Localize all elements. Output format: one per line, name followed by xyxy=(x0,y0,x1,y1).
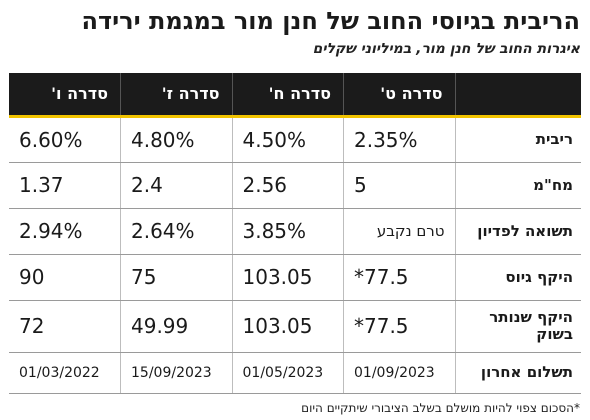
cell-value: 4.80% xyxy=(120,116,233,163)
cell-value: 90 xyxy=(9,254,121,301)
row-label: היקף גיוס xyxy=(455,254,581,301)
cell-value: *77.5 xyxy=(343,254,456,301)
cell-value: 15/09/2023 xyxy=(120,352,233,394)
table-row-remaining: היקף שנותר בשוק *77.5 103.05 49.99 72 xyxy=(9,300,581,353)
cell-value: 3.85% xyxy=(232,208,344,255)
header-series-v: סדרה ו' xyxy=(9,73,121,118)
cell-value: 103.05 xyxy=(232,300,344,353)
cell-value: 2.35% xyxy=(343,116,456,163)
page-title: הריבית בגיוסי החוב של חנן מור במגמת יריד… xyxy=(81,7,580,35)
cell-value: 1.37 xyxy=(9,162,121,209)
row-label: תשלום אחרון xyxy=(455,352,581,394)
row-label: ריבית xyxy=(455,116,581,163)
table-row-yield: תשואה לפדיון טרם נקבע 3.85% 2.64% 2.94% xyxy=(9,208,581,255)
page-subtitle: איגרות החוב של חנן מור, במיליוני שקלים xyxy=(312,41,580,57)
table-row-raised: היקף גיוס *77.5 103.05 75 90 xyxy=(9,254,581,301)
cell-value: 103.05 xyxy=(232,254,344,301)
cell-value: 2.4 xyxy=(120,162,233,209)
cell-value: 2.64% xyxy=(120,208,233,255)
header-series-z: סדרה ז' xyxy=(120,73,233,118)
cell-value: 4.50% xyxy=(232,116,344,163)
table-row-duration: מח"מ 5 2.56 2.4 1.37 xyxy=(9,162,581,209)
header-label-column xyxy=(455,73,581,118)
cell-value: 01/05/2023 xyxy=(232,352,344,394)
cell-value: 2.94% xyxy=(9,208,121,255)
row-label: תשואה לפדיון xyxy=(455,208,581,255)
cell-value: 2.56 xyxy=(232,162,344,209)
table-row-last-payment: תשלום אחרון 01/09/2023 01/05/2023 15/09/… xyxy=(9,352,581,394)
row-label: מח"מ xyxy=(455,162,581,209)
header-series-t: סדרה ט' xyxy=(343,73,456,118)
bond-series-table: סדרה ט' סדרה ח' סדרה ז' סדרה ו' ריבית 2.… xyxy=(9,73,581,394)
footnote: *הסכום צפוי להיות מושלם בשלב הציבורי שית… xyxy=(301,401,580,415)
cell-value: 5 xyxy=(343,162,456,209)
table-header-row: סדרה ט' סדרה ח' סדרה ז' סדרה ו' xyxy=(9,73,581,118)
header-series-h: סדרה ח' xyxy=(232,73,344,118)
cell-value: 75 xyxy=(120,254,233,301)
table-row-interest: ריבית 2.35% 4.50% 4.80% 6.60% xyxy=(9,116,581,163)
cell-value: *77.5 xyxy=(343,300,456,353)
row-label: היקף שנותר בשוק xyxy=(455,300,581,353)
cell-value: 6.60% xyxy=(9,116,121,163)
cell-value: 01/03/2022 xyxy=(9,352,121,394)
cell-value: 01/09/2023 xyxy=(343,352,456,394)
cell-value: 72 xyxy=(9,300,121,353)
cell-value: 49.99 xyxy=(120,300,233,353)
cell-value: טרם נקבע xyxy=(343,208,456,255)
